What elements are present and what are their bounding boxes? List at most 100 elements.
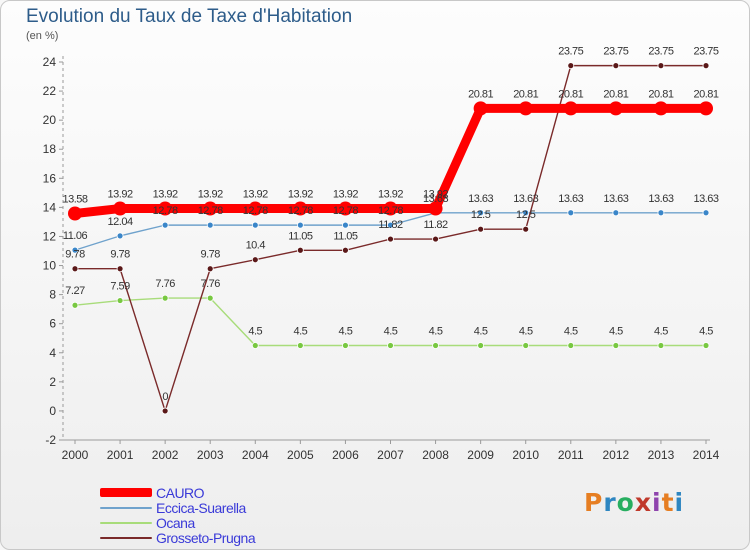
data-label: 4.5 (293, 326, 307, 338)
data-point (518, 101, 533, 116)
data-label: 12.5 (516, 209, 536, 221)
x-tick-label: 2007 (377, 448, 404, 462)
chart-legend: CAURO Eccica-Suarella Ocana Grosseto-Pru… (100, 485, 256, 546)
data-label: 11.06 (63, 230, 88, 242)
logo-letter: x (634, 488, 652, 517)
data-point (428, 201, 443, 216)
data-point (296, 342, 304, 349)
x-tick-label: 2010 (512, 448, 539, 462)
legend-swatch-cauro (100, 488, 152, 497)
data-point (387, 221, 394, 229)
logo-letter: i (652, 488, 662, 517)
data-label: 20.81 (648, 88, 673, 100)
data-label: 12.78 (198, 205, 223, 217)
data-point (432, 235, 439, 243)
data-label: 20.81 (468, 88, 493, 100)
data-label: 23.75 (693, 46, 718, 58)
legend-label-eccica-suarella: Eccica-Suarella (156, 499, 246, 516)
data-label: 4.5 (248, 326, 262, 338)
data-point (293, 201, 308, 216)
data-label: 7.76 (155, 278, 175, 290)
legend-swatch-grosseto-prugna (100, 536, 152, 539)
x-tick-label: 2004 (242, 448, 269, 462)
data-label: 13.92 (198, 189, 223, 201)
data-point (161, 221, 169, 229)
data-label: 13.63 (648, 193, 673, 205)
data-point (251, 256, 259, 264)
data-label: 4.5 (384, 326, 398, 338)
data-label: 4.5 (519, 326, 533, 338)
data-label: 11.82 (423, 219, 448, 231)
y-tick-label: 24 (43, 55, 57, 69)
data-point (342, 246, 349, 254)
data-label: 4.5 (429, 326, 443, 338)
data-label: 4.5 (474, 326, 488, 338)
data-point (206, 294, 214, 302)
data-point (657, 209, 665, 217)
logo-letter: P (584, 488, 604, 517)
data-label: 12.5 (471, 209, 491, 221)
data-point (206, 265, 214, 273)
data-label: 20.81 (693, 88, 718, 100)
x-tick-label: 2006 (332, 448, 359, 462)
logo-letter: t (661, 488, 675, 517)
data-point (248, 201, 263, 216)
data-point (68, 206, 82, 221)
data-point (567, 209, 575, 217)
data-label: 23.75 (558, 46, 583, 58)
data-point (699, 101, 713, 116)
x-tick-label: 2011 (558, 448, 584, 462)
data-point (251, 221, 259, 229)
data-point (612, 342, 620, 349)
legend-swatch-ocana (100, 521, 152, 524)
x-tick-label: 2003 (197, 448, 224, 462)
data-point (342, 221, 349, 229)
data-point (251, 342, 259, 349)
data-label: 0 (162, 391, 168, 403)
legend-item-ocana: Ocana (100, 515, 255, 531)
data-label: 23.75 (648, 46, 673, 58)
data-label: 4.5 (339, 326, 353, 338)
chart-title: Evolution du Taux de Taxe d'Habitation (26, 6, 353, 27)
data-label: 12.78 (378, 205, 403, 217)
data-label: 12.78 (288, 205, 313, 217)
series-line-ocana (74, 297, 707, 347)
legend-item-cauro: CAURO (100, 485, 255, 501)
y-tick-label: 4 (49, 346, 56, 360)
y-tick-label: 12 (43, 229, 57, 243)
data-point (473, 101, 488, 116)
data-point (338, 201, 353, 216)
data-label: 20.81 (558, 88, 583, 100)
data-label: 4.5 (609, 326, 623, 338)
data-point (477, 342, 485, 349)
x-tick-label: 2002 (152, 448, 179, 462)
data-point (342, 342, 349, 349)
data-point (522, 225, 530, 233)
data-label: 11.05 (288, 230, 313, 242)
x-tick-label: 2014 (693, 448, 720, 462)
data-point (71, 265, 79, 273)
data-point (71, 246, 79, 254)
legend-swatch-eccica-suarella (100, 506, 152, 509)
data-point (702, 342, 710, 349)
data-label: 13.92 (153, 189, 178, 201)
data-point (158, 201, 173, 216)
data-label: 10.4 (246, 240, 266, 252)
data-label: 13.92 (108, 189, 133, 201)
data-point (383, 201, 398, 216)
x-tick-label: 2001 (107, 448, 134, 462)
data-label: 13.63 (423, 193, 448, 205)
x-tick-label: 2005 (287, 448, 314, 462)
data-label: 7.76 (201, 278, 221, 290)
data-label: 13.92 (243, 189, 268, 201)
data-label: 13.92 (378, 189, 403, 201)
data-label: 20.81 (513, 88, 538, 100)
y-tick-label: 0 (49, 404, 56, 418)
data-label: 13.63 (468, 193, 493, 205)
data-point (522, 342, 530, 349)
y-tick-label: 6 (49, 317, 56, 331)
data-label: 12.78 (333, 205, 358, 217)
legend-item-grosseto-prugna: Grosseto-Prugna (100, 530, 256, 546)
y-tick-label: 18 (43, 142, 57, 156)
